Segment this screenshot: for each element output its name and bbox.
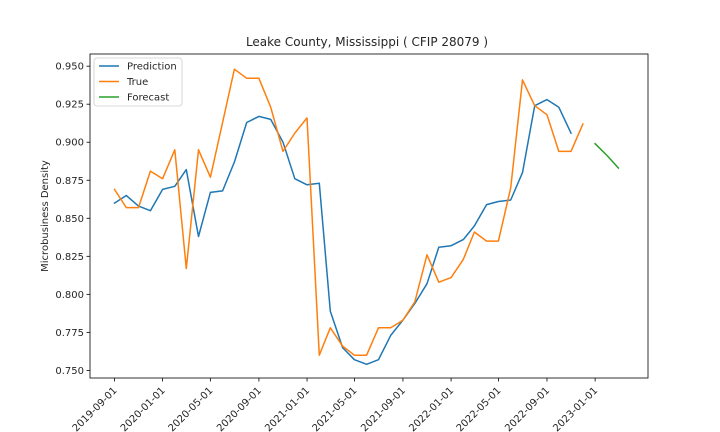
chart-title: Leake County, Mississippi ( CFIP 28079 ) bbox=[246, 35, 488, 49]
y-tick-label: 0.750 bbox=[55, 366, 84, 377]
x-tick-label: 2020-09-01 bbox=[215, 385, 264, 432]
x-tick-label: 2022-05-01 bbox=[455, 385, 504, 432]
x-tick-label: 2020-01-01 bbox=[119, 385, 168, 432]
x-tick-label: 2021-01-01 bbox=[263, 385, 312, 432]
y-axis-label: Microbusiness Density bbox=[40, 160, 51, 272]
plot-lines bbox=[113, 68, 620, 366]
series-line-forecast bbox=[594, 142, 620, 170]
x-tick-label: 2023-01-01 bbox=[551, 385, 600, 432]
x-tick-label: 2019-09-01 bbox=[71, 385, 120, 432]
x-tick-label: 2021-05-01 bbox=[311, 385, 360, 432]
y-tick-label: 0.775 bbox=[55, 328, 84, 339]
legend-box bbox=[93, 57, 183, 107]
plot-frame bbox=[89, 53, 649, 379]
y-tick-label: 0.850 bbox=[55, 214, 84, 225]
x-tick-label: 2022-09-01 bbox=[503, 385, 552, 432]
y-tick-label: 0.800 bbox=[55, 290, 84, 301]
y-tick-label: 0.925 bbox=[55, 100, 84, 111]
axes: 0.750 0.775 0.800 0.825 0.850 0.875 0.900 0.925… bbox=[55, 53, 649, 432]
y-tick-label: 0.825 bbox=[55, 252, 84, 263]
x-tick-label: 2020-05-01 bbox=[167, 385, 216, 432]
series-line-prediction bbox=[113, 98, 572, 366]
y-tick-label: 0.950 bbox=[55, 62, 84, 73]
legend-label-true: True bbox=[126, 77, 148, 88]
legend-label-prediction: Prediction bbox=[127, 62, 177, 73]
y-tick-label: 0.875 bbox=[55, 176, 84, 187]
legend: Prediction True Forecast bbox=[93, 57, 183, 107]
legend-label-forecast: Forecast bbox=[127, 93, 169, 104]
y-tick-label: 0.900 bbox=[55, 138, 84, 149]
series-line-true bbox=[113, 68, 584, 356]
x-tick-label: 2022-01-01 bbox=[407, 385, 456, 432]
x-tick-label: 2021-09-01 bbox=[359, 385, 408, 432]
